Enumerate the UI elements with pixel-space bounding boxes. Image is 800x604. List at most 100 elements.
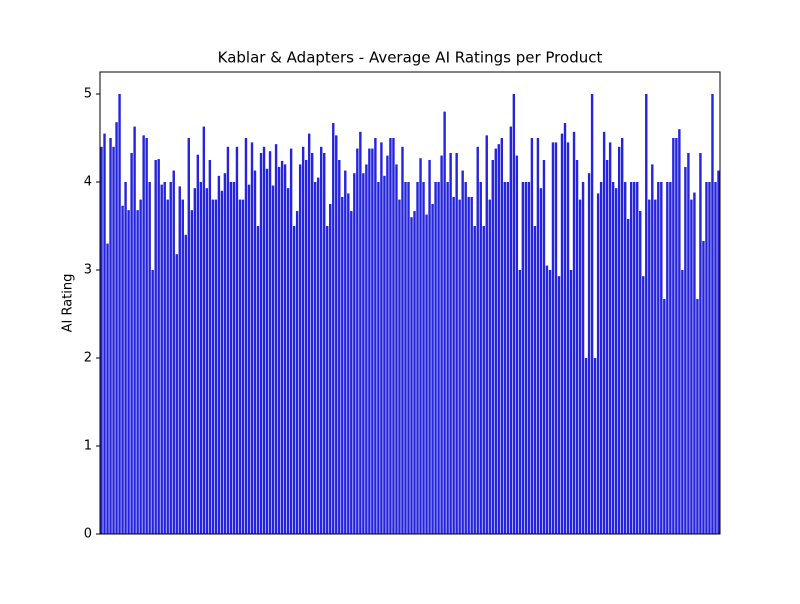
y-tick-label: 5 (84, 87, 92, 102)
bar (250, 142, 254, 534)
bar (115, 122, 118, 534)
bar (642, 276, 645, 534)
bar (377, 182, 380, 534)
bar (428, 160, 431, 534)
bar (371, 148, 374, 534)
bar (193, 188, 197, 534)
bar (235, 146, 239, 535)
bar (338, 160, 341, 534)
bar (572, 131, 576, 534)
bar (512, 94, 516, 534)
bar (238, 199, 242, 534)
bar (229, 182, 233, 534)
bar (157, 159, 160, 534)
y-axis-label: AI Rating (61, 274, 76, 333)
bar (404, 182, 407, 534)
bar (202, 126, 206, 534)
bar (530, 138, 534, 534)
bar (389, 138, 392, 534)
bar (259, 152, 263, 534)
bar (380, 142, 383, 534)
bar (431, 204, 434, 534)
bar (681, 270, 684, 534)
bar (166, 199, 169, 534)
bar (118, 94, 121, 534)
bar (133, 126, 136, 534)
bar (407, 182, 410, 534)
bar (503, 182, 507, 534)
bar (611, 182, 615, 534)
bar (518, 270, 522, 534)
bar (500, 138, 503, 534)
bar (434, 182, 437, 534)
bar (690, 199, 693, 534)
bar (124, 182, 127, 534)
bar (205, 188, 209, 534)
bar (596, 193, 600, 534)
bar (711, 94, 714, 534)
bar (554, 142, 558, 534)
bar (350, 211, 353, 535)
bar (684, 167, 687, 535)
bar (482, 226, 485, 534)
bar (702, 240, 705, 534)
bar (109, 138, 112, 534)
bar (178, 186, 181, 534)
bar (630, 182, 633, 534)
bar (497, 144, 500, 534)
bar (344, 170, 347, 534)
bar (422, 182, 425, 534)
bar (660, 182, 663, 534)
bar (608, 142, 612, 534)
bar (383, 175, 386, 534)
bar (226, 146, 230, 535)
bar (602, 131, 606, 534)
bar (578, 199, 582, 534)
bar (142, 135, 145, 535)
bar (705, 182, 708, 534)
bar (645, 94, 648, 534)
bar (163, 182, 166, 534)
bar (636, 182, 639, 534)
bar (593, 358, 597, 534)
bar (536, 138, 540, 534)
bar (657, 182, 660, 534)
bar (103, 133, 106, 534)
bar (326, 226, 329, 534)
bar (199, 182, 203, 534)
bar (190, 210, 193, 534)
bar (494, 148, 497, 534)
bar (256, 226, 260, 534)
bar (214, 199, 218, 534)
bar (353, 173, 356, 534)
bar (196, 154, 200, 534)
bar (440, 155, 443, 534)
bar (253, 170, 257, 534)
bar (651, 164, 654, 534)
bar (560, 133, 564, 534)
bar (386, 155, 389, 534)
bar (693, 192, 696, 534)
bar (678, 129, 681, 534)
bar (545, 265, 549, 534)
bar (289, 148, 293, 534)
bar (145, 138, 148, 534)
bar (268, 151, 272, 534)
bar (335, 135, 338, 535)
bar (323, 152, 326, 534)
y-tick-label: 2 (84, 351, 92, 366)
bar (542, 160, 546, 534)
bar (599, 182, 603, 534)
bar (521, 182, 525, 534)
bar (639, 211, 642, 535)
bar (374, 138, 377, 534)
bar (581, 182, 585, 534)
bar (479, 182, 482, 534)
bar (292, 226, 296, 534)
bar (320, 146, 323, 535)
bar (313, 182, 317, 534)
bar (332, 123, 335, 534)
y-tick-label: 4 (84, 175, 92, 190)
bar (425, 214, 428, 534)
bar (301, 146, 305, 535)
